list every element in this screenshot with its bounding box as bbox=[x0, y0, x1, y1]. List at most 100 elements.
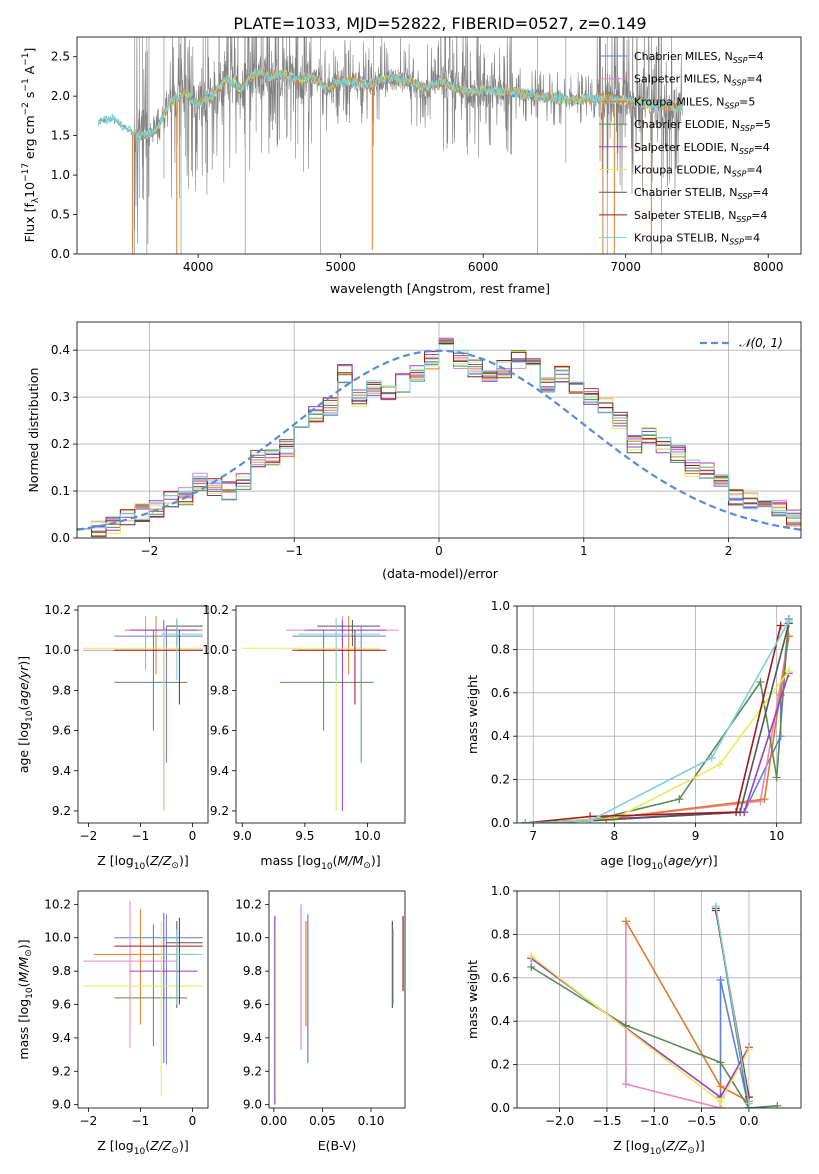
y-tick-label: 10.0 bbox=[44, 643, 71, 657]
series-line-chabrier_miles bbox=[525, 623, 790, 823]
legend-entry: Chabrier ELODIE, NSSP=5 bbox=[634, 118, 771, 133]
legend-sub: SSP bbox=[736, 215, 751, 224]
y-tick-label: 9.0 bbox=[243, 1098, 262, 1112]
y-tick-label: 0.0 bbox=[51, 531, 70, 545]
series-marker-kroupa_elodie bbox=[784, 667, 793, 676]
label-part: −1 bbox=[21, 78, 31, 91]
label-part: M/M bbox=[338, 853, 364, 868]
y-axis-label: mass weight bbox=[465, 675, 480, 754]
series-marker-chabrier_elodie bbox=[773, 1101, 782, 1108]
legend-label: Chabrier ELODIE, N bbox=[634, 118, 740, 131]
label-part: ( bbox=[16, 706, 31, 711]
x-tick-label: 0 bbox=[435, 544, 443, 558]
legend-label: Chabrier STELIB, N bbox=[634, 186, 738, 199]
series-marker-kroupa_elodie bbox=[744, 1045, 753, 1054]
x-axis-label: (data-model)/error bbox=[382, 566, 499, 581]
y-axis-label: age [log10(age/yr)] bbox=[16, 656, 35, 773]
plot-area bbox=[517, 891, 801, 1108]
legend-entry: Salpeter ELODIE, NSSP=4 bbox=[634, 141, 770, 156]
legend-val: =4 bbox=[754, 141, 770, 154]
plot-area bbox=[83, 901, 203, 1097]
y-tick-label: 9.4 bbox=[243, 1031, 262, 1045]
label-part: 10 bbox=[650, 1147, 662, 1157]
model-line-kroupa_stelib bbox=[97, 68, 684, 140]
series-marker-chabrier_elodie bbox=[675, 795, 684, 804]
x-tick-label: −1 bbox=[285, 544, 303, 558]
label-part: 10 bbox=[321, 862, 333, 872]
label-part: )] bbox=[708, 853, 718, 868]
label-part: Z [log bbox=[613, 1138, 649, 1153]
label-part: ⊙ bbox=[171, 861, 179, 871]
series-line-salpeter_elodie bbox=[530, 957, 750, 1099]
y-tick-label: 0.2 bbox=[491, 773, 510, 787]
x-axis-label: mass [log10(M/M⊙)] bbox=[260, 853, 380, 872]
label-part: )] bbox=[695, 1138, 705, 1153]
label-part: Z [log bbox=[97, 853, 133, 868]
series-marker-kroupa_stelib bbox=[711, 902, 720, 911]
label-part: ( bbox=[145, 853, 150, 868]
x-axis-label: wavelength [Angstrom, rest frame] bbox=[330, 281, 550, 296]
label-part: −2 bbox=[21, 102, 31, 115]
legend-label: Salpeter STELIB, N bbox=[634, 209, 736, 222]
series-line-kroupa_stelib bbox=[715, 906, 750, 1104]
x-tick-label: 0.0 bbox=[739, 1114, 758, 1128]
series-marker-chabrier_elodie bbox=[527, 962, 536, 971]
y-tick-label: 9.8 bbox=[210, 683, 229, 697]
y-tick-label: 9.4 bbox=[210, 764, 229, 778]
label-part: −17 bbox=[21, 163, 31, 182]
axes-frame bbox=[77, 605, 209, 824]
label-part: age [log bbox=[16, 722, 31, 773]
label-part: ⊙ bbox=[171, 1146, 179, 1156]
series-marker-salpeter_miles bbox=[621, 1080, 630, 1089]
y-tick-label: 9.8 bbox=[243, 964, 262, 978]
legend-val: =4 bbox=[747, 50, 763, 63]
legend-sub: SSP bbox=[739, 147, 754, 156]
series-marker-kroupa_miles bbox=[716, 1082, 725, 1091]
series-line-chabrier_stelib bbox=[525, 623, 790, 823]
x-tick-label: −0.5 bbox=[687, 1114, 716, 1128]
label-part: age/yr bbox=[16, 665, 31, 706]
series-marker-salpeter_miles bbox=[756, 797, 765, 806]
axes-frame bbox=[76, 36, 802, 255]
legend-sub: SSP bbox=[738, 192, 753, 201]
y-tick-label: 9.8 bbox=[52, 683, 71, 697]
panel-age_vs_Z: −2 −1 09.29.49.69.810.010.2Z [log10(Z/Z⊙)]… bbox=[16, 603, 209, 872]
plot-area bbox=[274, 904, 404, 1105]
legend-label: Kroupa STELIB, N bbox=[634, 232, 729, 245]
legend-sub: SSP bbox=[733, 56, 748, 65]
plot-area bbox=[242, 616, 399, 811]
figure-title: PLATE=1033, MJD=52822, FIBERID=0527, z=0… bbox=[233, 14, 646, 33]
series-marker-kroupa_elodie bbox=[527, 952, 536, 961]
y-axis-label: mass [log10(M/M⊙)] bbox=[16, 939, 35, 1059]
label-part: ⊙ bbox=[24, 949, 34, 957]
x-axis-label: E(B-V) bbox=[318, 1138, 357, 1153]
y-axis-label: Flux [fλ10−17 erg cm−2 s−1 A−1] bbox=[21, 48, 41, 243]
panel-age_vs_mass: 9.0 9.5 10.0 9.2 9.4 9.6 9.8 10.0 10.2 mass [log1… bbox=[202, 603, 406, 872]
label-part: )] bbox=[371, 853, 381, 868]
legend-entry: Chabrier STELIB, NSSP=4 bbox=[634, 186, 768, 201]
x-axis-label: age [log10(age/yr)] bbox=[600, 853, 717, 872]
legend-entry: Salpeter MILES, NSSP=4 bbox=[634, 73, 763, 88]
axes-frame bbox=[516, 890, 802, 1109]
x-tick-label: 8 bbox=[611, 829, 619, 843]
label-part: age [log bbox=[600, 853, 651, 868]
x-tick-label: 8000 bbox=[753, 260, 784, 274]
legend-entry: Chabrier MILES, NSSP=4 bbox=[634, 50, 764, 65]
label-part: ( bbox=[145, 1138, 150, 1153]
x-tick-label: 1 bbox=[580, 544, 588, 558]
y-tick-label: 10.2 bbox=[202, 603, 229, 617]
y-tick-label: 0.3 bbox=[51, 390, 70, 404]
label-part: erg cm bbox=[22, 115, 37, 163]
label-part: 10 bbox=[134, 1147, 146, 1157]
label-part: ( bbox=[16, 982, 31, 987]
x-tick-label: 6000 bbox=[468, 260, 499, 274]
label-part: )] bbox=[179, 853, 189, 868]
label-part: s bbox=[22, 92, 37, 103]
series-marker-kroupa_miles bbox=[760, 795, 769, 804]
legend-entry: Kroupa ELODIE, NSSP=4 bbox=[634, 164, 763, 179]
y-tick-label: 9.2 bbox=[52, 804, 71, 818]
y-tick-label: 0.6 bbox=[491, 686, 510, 700]
label-part: Z [log bbox=[97, 1138, 133, 1153]
label-part: Z/Z bbox=[665, 1138, 688, 1153]
legend-sub: SSP bbox=[740, 124, 755, 133]
